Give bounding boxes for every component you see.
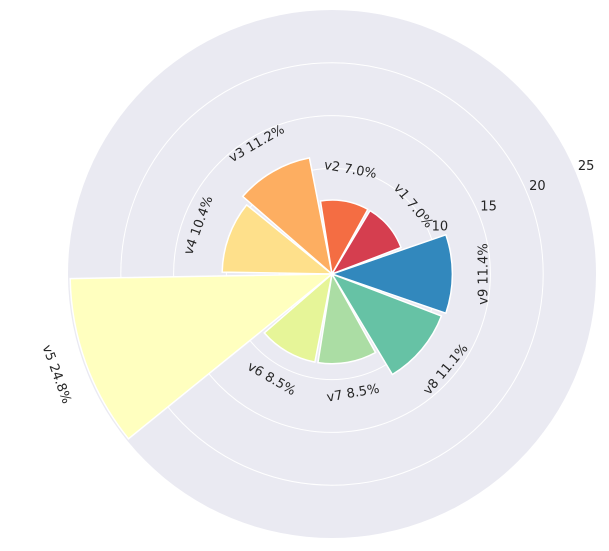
bar-v9 [329, 233, 454, 315]
grid-circle [173, 115, 491, 433]
bar-v4 [221, 203, 335, 275]
bar-v5 [69, 273, 335, 440]
wedge-label-v5: v5 24.8% [39, 343, 74, 406]
grid-circle [120, 62, 544, 486]
r-tick-label: 10 [432, 220, 449, 235]
bar-v8 [330, 272, 443, 376]
r-tick-label: 20 [529, 179, 546, 194]
r-tick-label: 25 [578, 159, 595, 174]
bar-v2 [319, 199, 369, 277]
bar-v1 [330, 209, 402, 276]
bar-v6 [263, 272, 334, 363]
r-tick-label: 15 [480, 199, 497, 214]
wedge-label-v9: v9 11.4% [477, 243, 492, 304]
bar-v3 [241, 157, 334, 276]
bar-v7 [317, 271, 377, 365]
